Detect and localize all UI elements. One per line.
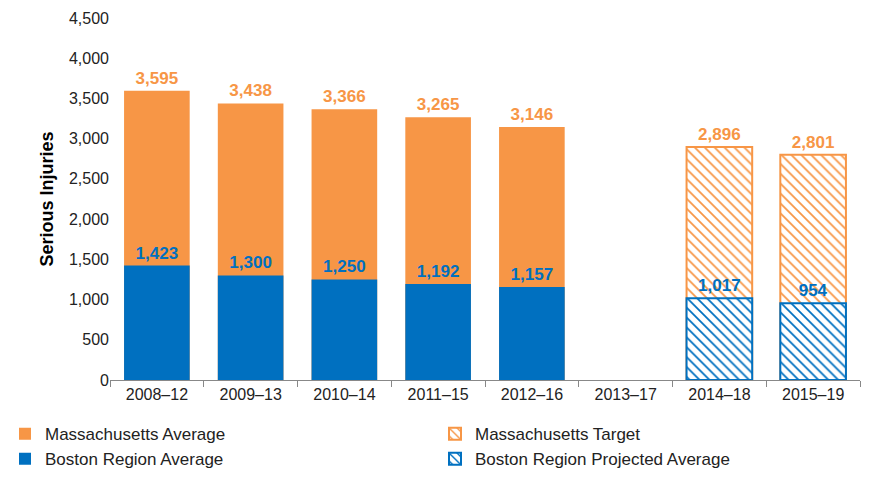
svg-text:1,017: 1,017: [698, 276, 741, 295]
svg-text:2012–16: 2012–16: [501, 386, 563, 403]
svg-text:4,500: 4,500: [69, 10, 109, 27]
svg-text:2013–17: 2013–17: [594, 386, 656, 403]
svg-text:2009–13: 2009–13: [219, 386, 281, 403]
svg-text:954: 954: [799, 281, 828, 300]
svg-text:2010–14: 2010–14: [313, 386, 375, 403]
svg-text:1,423: 1,423: [136, 244, 179, 263]
svg-text:3,595: 3,595: [136, 69, 179, 88]
svg-text:Massachusetts Target: Massachusetts Target: [475, 425, 640, 444]
svg-text:3,146: 3,146: [511, 105, 554, 124]
svg-text:3,000: 3,000: [69, 130, 109, 147]
svg-text:3,500: 3,500: [69, 90, 109, 107]
svg-text:Boston Region Projected Averag: Boston Region Projected Average: [475, 450, 730, 469]
svg-text:2,000: 2,000: [69, 211, 109, 228]
svg-text:1,000: 1,000: [69, 291, 109, 308]
svg-text:2,896: 2,896: [698, 125, 741, 144]
svg-text:2014–18: 2014–18: [688, 386, 750, 403]
svg-text:1,157: 1,157: [511, 265, 554, 284]
svg-text:3,265: 3,265: [417, 95, 460, 114]
svg-text:3,438: 3,438: [229, 81, 272, 100]
svg-text:Boston Region Average: Boston Region Average: [45, 450, 223, 469]
svg-text:500: 500: [82, 331, 109, 348]
svg-text:1,500: 1,500: [69, 251, 109, 268]
svg-text:1,300: 1,300: [229, 253, 272, 272]
svg-text:2008–12: 2008–12: [126, 386, 188, 403]
svg-text:0: 0: [100, 372, 109, 389]
svg-text:3,366: 3,366: [323, 87, 366, 106]
svg-text:2,801: 2,801: [792, 133, 835, 152]
svg-text:Massachusetts Average: Massachusetts Average: [45, 425, 225, 444]
svg-text:2011–15: 2011–15: [408, 386, 469, 403]
svg-text:Serious Injuries: Serious Injuries: [37, 131, 57, 266]
svg-text:2015–19: 2015–19: [782, 386, 844, 403]
svg-text:1,192: 1,192: [417, 262, 460, 281]
svg-text:2,500: 2,500: [69, 170, 109, 187]
svg-text:4,000: 4,000: [69, 50, 109, 67]
svg-text:1,250: 1,250: [323, 257, 366, 276]
